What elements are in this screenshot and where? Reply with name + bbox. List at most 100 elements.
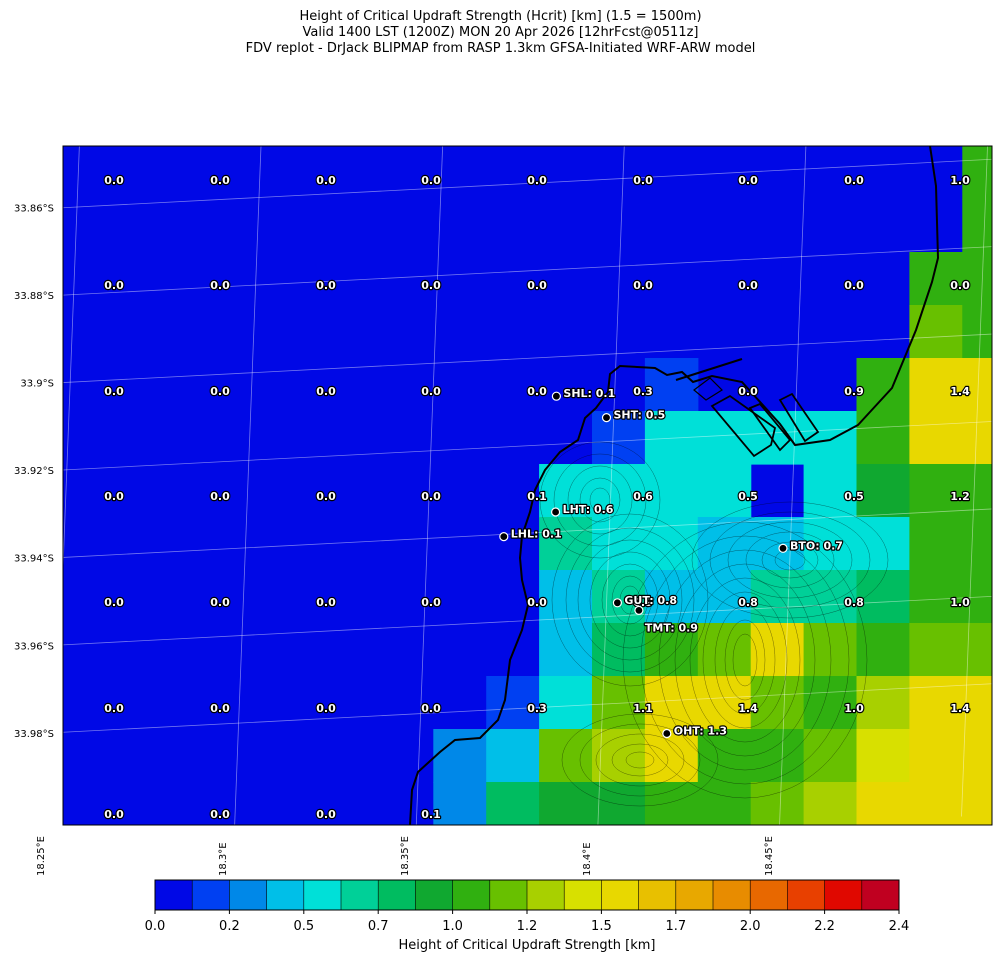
colorbar-tick-label: 1.5 bbox=[591, 919, 612, 934]
contour-line bbox=[567, 465, 633, 535]
station-label: OHT: 1.3 bbox=[674, 725, 727, 738]
value-cell bbox=[909, 411, 963, 465]
longitude-label: 18.35°E bbox=[400, 836, 411, 876]
grid-value-label: 0.0 bbox=[316, 490, 336, 503]
latitude-line bbox=[63, 421, 992, 471]
grid-value-label: 0.1 bbox=[421, 808, 441, 821]
graticule bbox=[63, 146, 992, 825]
value-cell bbox=[909, 252, 963, 306]
colorbar-segment bbox=[713, 880, 751, 910]
contour-line bbox=[702, 591, 788, 729]
value-cell bbox=[697, 464, 752, 518]
colorbar-segment bbox=[750, 880, 788, 910]
coastline bbox=[409, 146, 940, 825]
value-cell bbox=[856, 782, 910, 825]
grid-value-label: 0.0 bbox=[316, 279, 336, 292]
colorbar-segment bbox=[564, 880, 602, 910]
grid-value-label: 0.0 bbox=[527, 174, 547, 187]
latitude-line bbox=[63, 683, 992, 733]
contour-line bbox=[709, 511, 871, 609]
grid-value-label: 0.0 bbox=[950, 279, 970, 292]
grid-value-label: 0.3 bbox=[527, 702, 547, 715]
value-cell bbox=[856, 517, 910, 571]
contour-line bbox=[589, 487, 611, 513]
harbour-basin-2 bbox=[748, 402, 792, 452]
grid-value-label: 0.0 bbox=[210, 808, 230, 821]
value-cell bbox=[539, 782, 593, 825]
grid-value-label: 0.0 bbox=[104, 596, 124, 609]
value-cell bbox=[962, 729, 992, 783]
breakwater bbox=[675, 358, 743, 381]
value-cell bbox=[962, 570, 992, 624]
grid-value-label: 0.0 bbox=[210, 702, 230, 715]
longitude-line bbox=[415, 146, 444, 825]
station-dot bbox=[499, 531, 509, 542]
colorbar-segment bbox=[861, 880, 900, 910]
contour-line bbox=[589, 551, 671, 649]
station-label: TMT: 0.9 bbox=[645, 621, 698, 634]
grid-value-label: 0.0 bbox=[421, 702, 441, 715]
grid-value-label: 0.0 bbox=[527, 596, 547, 609]
colorbar-segment bbox=[303, 880, 342, 910]
colorbar-tick-label: 2.0 bbox=[740, 919, 761, 934]
colorbar-segment bbox=[601, 880, 639, 910]
grid-value-label: 0.0 bbox=[104, 702, 124, 715]
value-cells bbox=[433, 146, 992, 825]
value-cell bbox=[962, 252, 992, 306]
grid-value-label: 0.0 bbox=[210, 490, 230, 503]
value-cell bbox=[803, 782, 858, 825]
grid-value-label: 0.0 bbox=[633, 279, 653, 292]
station-dot bbox=[662, 728, 672, 739]
value-cell bbox=[909, 358, 963, 412]
longitude-line bbox=[961, 146, 988, 817]
value-cell bbox=[962, 517, 992, 571]
colorbar-tick-label: 1.0 bbox=[442, 919, 463, 934]
grid-value-label: 0.0 bbox=[210, 174, 230, 187]
grid-value-label: 0.0 bbox=[421, 174, 441, 187]
grid-value-label: 1.4 bbox=[950, 702, 970, 715]
latitude-label: 33.92°S bbox=[14, 466, 54, 477]
contour-line bbox=[691, 501, 889, 619]
grid-value-label: 0.0 bbox=[210, 385, 230, 398]
value-cell bbox=[909, 676, 963, 730]
value-cell bbox=[803, 729, 858, 783]
value-cell bbox=[803, 570, 858, 624]
value-cell bbox=[697, 517, 752, 571]
grid-value-label: 0.9 bbox=[844, 385, 864, 398]
latitude-line bbox=[63, 246, 992, 296]
value-cell bbox=[644, 782, 699, 825]
colorbar-tick-label: 0.7 bbox=[368, 919, 389, 934]
station-label: LHT: 0.6 bbox=[563, 503, 614, 516]
value-cell bbox=[803, 411, 858, 465]
contour-line bbox=[551, 513, 709, 687]
latitude-label: 33.86°S bbox=[14, 203, 54, 214]
contour-line bbox=[774, 549, 806, 571]
grid-value-label: 0.0 bbox=[104, 174, 124, 187]
value-cell bbox=[856, 676, 910, 730]
value-cell bbox=[539, 676, 593, 730]
grid-value-label: 1.2 bbox=[950, 490, 970, 503]
value-cell bbox=[750, 729, 805, 783]
value-cell bbox=[962, 782, 992, 825]
grid-value-label: 0.3 bbox=[633, 385, 653, 398]
station-label: GUT: 0.8 bbox=[624, 594, 677, 607]
latitude-label: 33.94°S bbox=[14, 554, 54, 565]
station-dot bbox=[601, 413, 612, 423]
station-label: BTO: 0.7 bbox=[790, 539, 843, 552]
contour-line bbox=[611, 575, 649, 625]
grid-value-label: 0.8 bbox=[738, 596, 758, 609]
value-cell bbox=[697, 623, 752, 677]
grid-value-label: 0.0 bbox=[210, 279, 230, 292]
value-cell bbox=[486, 729, 540, 783]
grid-value-label: 1.1 bbox=[633, 702, 653, 715]
value-cell bbox=[856, 464, 910, 518]
value-cell bbox=[644, 570, 699, 624]
value-cell bbox=[433, 729, 487, 783]
grid-value-label: 0.0 bbox=[104, 279, 124, 292]
contour-line bbox=[553, 453, 647, 547]
grid-value-label: 1.4 bbox=[738, 702, 758, 715]
longitude-label: 18.3°E bbox=[218, 842, 229, 876]
latitude-label: 33.98°S bbox=[14, 729, 54, 740]
contour-line bbox=[724, 619, 766, 701]
contour-line bbox=[761, 541, 819, 579]
